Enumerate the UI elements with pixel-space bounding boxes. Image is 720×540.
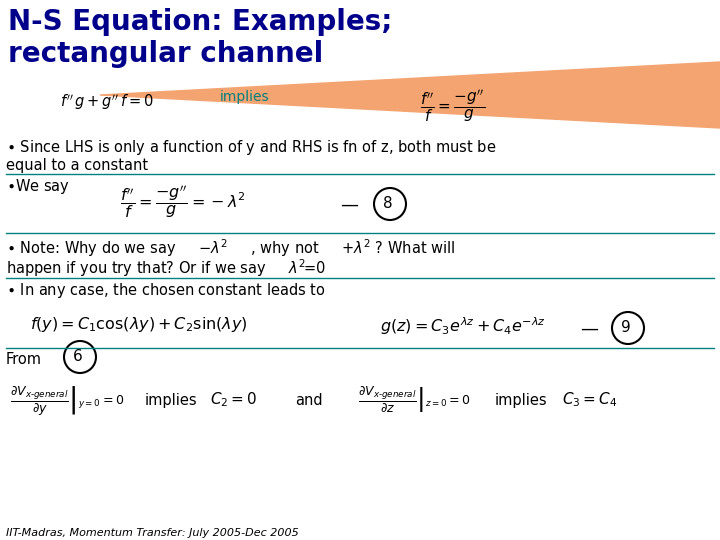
Text: $\dfrac{f''}{f} = \dfrac{-g''}{g}$: $\dfrac{f''}{f} = \dfrac{-g''}{g}$ (420, 88, 485, 124)
Text: $f''\, g + g''\, f = 0$: $f''\, g + g''\, f = 0$ (60, 92, 154, 112)
Text: $\bullet$We say: $\bullet$We say (6, 177, 70, 196)
Polygon shape (100, 62, 720, 128)
Text: 6: 6 (73, 349, 83, 364)
Text: rectangular channel: rectangular channel (8, 40, 323, 68)
Text: $C_2 = 0$: $C_2 = 0$ (210, 390, 257, 409)
Text: $C_3 = C_4$: $C_3 = C_4$ (562, 390, 617, 409)
Text: happen if you try that? Or if we say     $\lambda^2\!\!=\!0$: happen if you try that? Or if we say $\l… (6, 257, 326, 279)
Text: 8: 8 (383, 196, 392, 211)
Text: N-S Equation: Examples;: N-S Equation: Examples; (8, 8, 392, 36)
Text: $\bullet$ Since LHS is only a function of y and RHS is fn of z, both must be: $\bullet$ Since LHS is only a function o… (6, 138, 497, 157)
Text: equal to a constant: equal to a constant (6, 158, 148, 173)
Text: $\left.\dfrac{\partial V_{x\text{-}general}}{\partial z}\right|_{z=0} = 0$: $\left.\dfrac{\partial V_{x\text{-}gener… (358, 385, 471, 415)
Text: —: — (580, 320, 598, 338)
Text: implies: implies (495, 393, 548, 408)
Text: —: — (340, 196, 358, 214)
Text: $f(y) = C_1\cos(\lambda y) + C_2\sin(\lambda y)$: $f(y) = C_1\cos(\lambda y) + C_2\sin(\la… (30, 315, 248, 334)
Text: $\bullet$ In any case, the chosen constant leads to: $\bullet$ In any case, the chosen consta… (6, 281, 325, 300)
Text: From: From (6, 352, 42, 367)
Text: 9: 9 (621, 320, 631, 335)
Text: $\dfrac{f''}{f} = \dfrac{-g''}{g} = -\lambda^2$: $\dfrac{f''}{f} = \dfrac{-g''}{g} = -\la… (120, 183, 246, 220)
Text: implies: implies (145, 393, 197, 408)
Text: implies: implies (220, 90, 269, 104)
Text: $\bullet$ Note: Why do we say     $-\lambda^2$     , why not     $+\lambda^2$ ? : $\bullet$ Note: Why do we say $-\lambda^… (6, 237, 455, 259)
Text: and: and (295, 393, 323, 408)
Text: $\left.\dfrac{\partial V_{x\text{-}general}}{\partial y}\right|_{y=0} = 0$: $\left.\dfrac{\partial V_{x\text{-}gener… (10, 385, 125, 418)
Text: IIT-Madras, Momentum Transfer: July 2005-Dec 2005: IIT-Madras, Momentum Transfer: July 2005… (6, 528, 299, 538)
Text: $g(z) = C_3 e^{\lambda z} + C_4 e^{-\lambda z}$: $g(z) = C_3 e^{\lambda z} + C_4 e^{-\lam… (380, 315, 546, 337)
